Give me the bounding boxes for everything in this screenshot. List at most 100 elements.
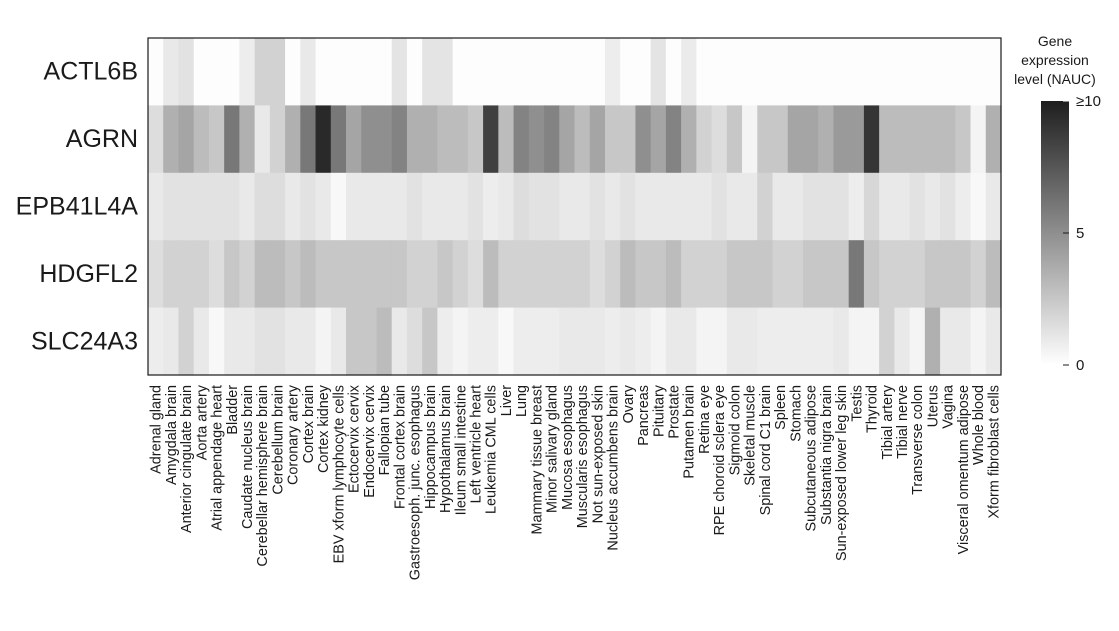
heatmap-cell [924, 172, 941, 241]
heatmap-cell [254, 105, 271, 174]
heatmap-cell [620, 105, 637, 174]
heatmap-cell [498, 172, 515, 241]
heatmap-cell [604, 38, 621, 106]
heatmap-cell [970, 307, 987, 376]
heatmap-cell [940, 240, 956, 309]
column-label: Bladder [225, 385, 241, 435]
heatmap-cell [483, 307, 499, 376]
heatmap-cell [513, 240, 530, 309]
heatmap-cell [513, 307, 530, 376]
column-label: RPE choroid sclera eye [712, 385, 728, 535]
column-label: Amygdala brain [164, 385, 180, 485]
column-label: Frontal cortex brain [392, 385, 408, 509]
heatmap-cell [224, 38, 240, 106]
heatmap-cell [818, 307, 835, 376]
heatmap-cell [924, 240, 941, 309]
heatmap-cell [406, 172, 423, 241]
heatmap-cell [422, 240, 439, 309]
heatmap-cell [559, 38, 576, 106]
heatmap-cell [620, 172, 637, 241]
heatmap-cell [376, 240, 393, 309]
heatmap-cell [604, 240, 621, 309]
heatmap-cell [635, 105, 652, 174]
heatmap-cell [985, 172, 1002, 241]
heatmap-cell [285, 105, 301, 174]
heatmap-cell [909, 38, 926, 106]
heatmap-cell [208, 307, 225, 376]
heatmap-cell [544, 307, 560, 376]
heatmap-cell [665, 307, 682, 376]
heatmap-cell [528, 38, 545, 106]
heatmap-cell [483, 38, 499, 106]
heatmap-cell [148, 172, 164, 241]
heatmap-cell [879, 38, 895, 106]
column-label: Endocervix cervix [362, 384, 378, 498]
heatmap-cell [818, 240, 835, 309]
heatmap-cell [833, 240, 850, 309]
heatmap-cell [285, 240, 301, 309]
column-label: Uterus [925, 385, 941, 427]
column-label: Mammary tissue breast [529, 385, 545, 535]
heatmap-cell [681, 105, 697, 174]
column-label: Atrial appendage heart [210, 385, 226, 531]
heatmap-cell [452, 172, 469, 241]
column-label: Hypothalamus brain [438, 385, 454, 513]
heatmap-cell [254, 240, 271, 309]
heatmap-cell [422, 38, 439, 106]
heatmap-cell [330, 240, 347, 309]
heatmap-cell [742, 172, 758, 241]
heatmap-cell [178, 172, 195, 241]
heatmap-frame [147, 37, 1002, 376]
heatmap-cell [635, 240, 652, 309]
heatmap-cell [772, 105, 789, 174]
heatmap-cell [940, 38, 956, 106]
heatmap-cell [513, 172, 530, 241]
heatmap-cell [330, 172, 347, 241]
heatmap-cell [178, 240, 195, 309]
column-label: Gastroesoph. junc. esophagus [408, 385, 424, 580]
heatmap-cell [985, 38, 1002, 106]
column-label: Minor salivary gland [545, 385, 561, 513]
column-label: Left ventricle heart [468, 385, 484, 503]
heatmap-cell [604, 105, 621, 174]
heatmap-cell [802, 307, 819, 376]
heatmap-cell [726, 38, 743, 106]
column-label: Ovary [621, 384, 637, 423]
heatmap-cell [985, 105, 1002, 174]
heatmap-cell [300, 307, 317, 376]
heatmap-cell [757, 172, 774, 241]
heatmap-cell [148, 240, 164, 309]
heatmap-cell [163, 240, 180, 309]
heatmap-cell [681, 240, 697, 309]
heatmap-cell [559, 105, 576, 174]
heatmap-cell [254, 38, 271, 106]
column-label: Retina eye [697, 385, 713, 454]
heatmap-cell [513, 105, 530, 174]
heatmap-cell [802, 105, 819, 174]
heatmap-cell [163, 105, 180, 174]
heatmap-cell [498, 307, 515, 376]
heatmap-cell [787, 38, 804, 106]
heatmap-cell [361, 240, 378, 309]
heatmap-cell [589, 38, 606, 106]
heatmap-cell [924, 105, 941, 174]
heatmap-cell [909, 240, 926, 309]
heatmap-cell [894, 38, 911, 106]
column-label: Whole blood [971, 385, 987, 465]
heatmap-cell [422, 172, 439, 241]
heatmap-cell [894, 307, 911, 376]
column-labels: Adrenal gland Amygdala brain Anterior cing… [149, 384, 1003, 580]
row-label: SLC24A3 [31, 327, 138, 355]
heatmap-cell [483, 240, 499, 309]
column-label: Pituitary [651, 384, 667, 437]
heatmap-cell [437, 38, 454, 106]
column-label: Substantia nigra brain [819, 385, 835, 525]
column-label: Aorta artery [194, 384, 210, 460]
heatmap-cell [193, 240, 210, 309]
heatmap-cell [300, 38, 317, 106]
heatmap-cell [544, 240, 560, 309]
heatmap-cell [818, 38, 835, 106]
heatmap-cell [894, 105, 911, 174]
colorbar-tick-label: 0 [1076, 357, 1084, 374]
heatmap-cell [559, 172, 576, 241]
